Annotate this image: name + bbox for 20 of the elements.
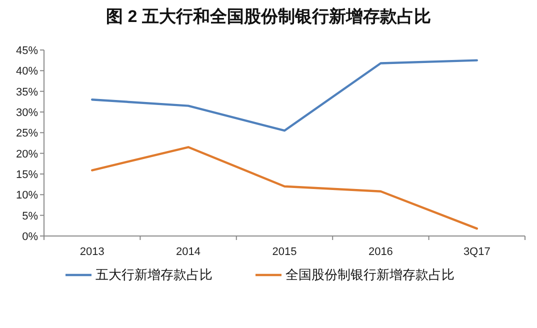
y-tick-label: 40% (16, 66, 38, 78)
y-tick-label: 25% (16, 128, 38, 140)
legend-label: 全国股份制银行新增存款占比 (286, 267, 454, 282)
y-tick-label: 10% (16, 190, 38, 202)
y-tick-label: 15% (16, 169, 38, 181)
x-tick-label: 3Q17 (463, 246, 490, 258)
y-tick-label: 45% (16, 45, 38, 57)
y-tick-label: 5% (22, 210, 38, 222)
x-tick-label: 2015 (272, 246, 297, 258)
y-tick-label: 0% (22, 231, 38, 243)
line-series (91, 59, 478, 132)
x-tick-label: 2014 (176, 246, 201, 258)
y-tick-label: 20% (16, 148, 38, 160)
y-tick-label: 35% (16, 86, 38, 98)
y-tick-label: 30% (16, 107, 38, 119)
line-series (91, 146, 478, 230)
chart-title: 图 2 五大行和全国股份制银行新增存款占比 (106, 7, 431, 26)
x-tick-label: 2016 (368, 246, 393, 258)
legend-label: 五大行新增存款占比 (96, 267, 212, 282)
x-tick-label: 2013 (80, 246, 104, 258)
